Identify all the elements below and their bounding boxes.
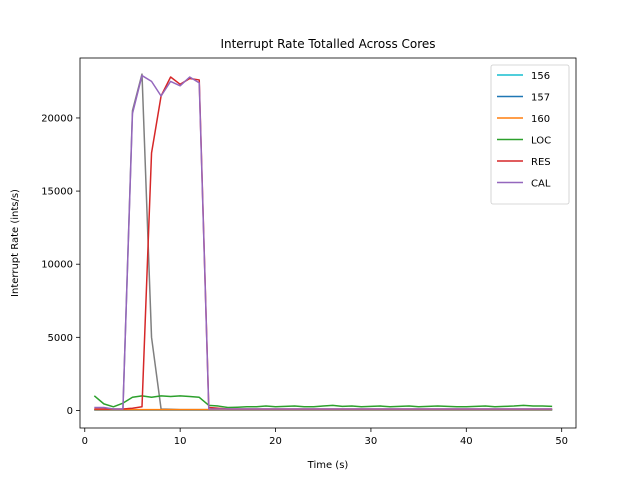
x-axis-label: Time (s) xyxy=(307,460,349,471)
y-tick-label: 10000 xyxy=(41,260,73,271)
y-tick-label: 5000 xyxy=(48,333,73,344)
series-layer xyxy=(93,73,553,411)
y-tick-label: 0 xyxy=(67,406,73,417)
x-tick-label: 30 xyxy=(365,436,378,447)
x-tick-label: 50 xyxy=(555,436,568,447)
chart-title: Interrupt Rate Totalled Across Cores xyxy=(220,37,435,51)
legend: 156 157 160 LOC RES CAL xyxy=(490,64,570,205)
series-line-cal xyxy=(94,74,553,410)
x-tick-label: 10 xyxy=(174,436,187,447)
legend-label: LOC xyxy=(531,136,551,147)
legend-label: CAL xyxy=(531,179,551,190)
legend-box xyxy=(490,64,570,205)
x-tick-label: 40 xyxy=(460,436,473,447)
legend-label: RES xyxy=(531,157,551,168)
legend-label: 157 xyxy=(531,93,550,104)
x-tick-label: 20 xyxy=(269,436,282,447)
plot-frame xyxy=(79,57,577,429)
y-axis-label: Interrupt Rate (ints/s) xyxy=(10,189,21,297)
legend-label: 156 xyxy=(531,71,550,82)
x-tick-label: 0 xyxy=(82,436,88,447)
y-tick-label: 20000 xyxy=(41,113,73,124)
legend-label: 160 xyxy=(531,114,550,125)
axes-layer: 0 10 20 30 40 50 0 5000 10000 15000 20000 xyxy=(41,113,568,447)
y-tick-label: 15000 xyxy=(41,187,73,198)
series-line-loc xyxy=(93,395,553,409)
